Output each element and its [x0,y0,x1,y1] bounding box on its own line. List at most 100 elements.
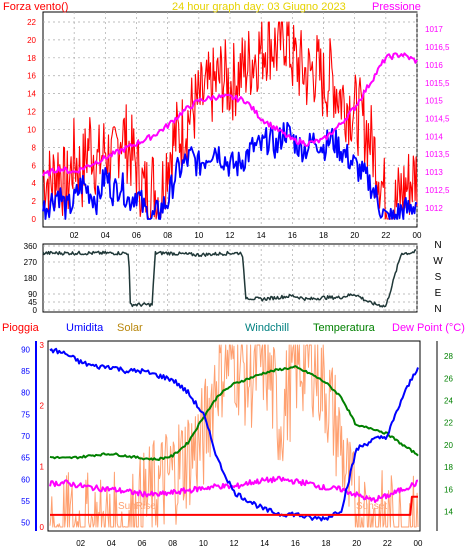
legend-label: Windchill [245,322,289,334]
temperature-tick-label: 22 [444,419,453,428]
rain-line [50,495,418,516]
wind-direction-tick-label: 270 [24,258,38,267]
rain-tick-label: 1 [40,462,45,471]
x-tick-label: 18 [319,231,328,240]
x-tick-label: 12 [230,539,239,548]
wind-speed-tick-label: 10 [27,125,36,134]
humidity-tick-label: 90 [21,345,30,354]
humidity-tick-label: 55 [21,497,30,506]
humidity-line [49,347,419,522]
pressure-tick-label: 1015 [425,97,443,106]
sunset-annotation: Sunset [356,501,387,512]
x-tick-label: 00 [413,231,422,240]
temperature-tick-label: 16 [444,485,453,494]
wind-direction-line [42,249,417,308]
wind-speed-tick-label: 20 [27,36,36,45]
solar-radiation-line [49,344,419,528]
legend-label: Dew Point (°C) [392,322,465,334]
wind-gust-line [42,21,418,220]
compass-direction-label: W [433,256,443,267]
x-tick-label: 20 [352,539,361,548]
pressure-axis-label: Pressione [372,1,421,13]
x-tick-label: 16 [288,231,297,240]
pressure-line [42,52,418,177]
wind-speed-tick-label: 18 [27,54,36,63]
humidity-tick-label: 85 [21,367,30,376]
x-tick-label: 06 [132,231,141,240]
x-tick-label: 14 [260,539,269,548]
pressure-tick-label: 1012,5 [425,186,450,195]
pressure-tick-label: 1016 [425,61,443,70]
wind-speed-tick-label: 2 [32,197,37,206]
humidity-tick-label: 50 [21,519,30,528]
x-tick-label: 08 [168,539,177,548]
x-tick-label: 22 [381,231,390,240]
temperature-tick-label: 26 [444,374,453,383]
wind-speed-tick-label: 0 [32,215,37,224]
x-tick-label: 12 [226,231,235,240]
pressure-tick-label: 1016,5 [425,43,450,52]
temperature-tick-label: 18 [444,463,453,472]
legend-label: Pioggia [2,322,40,334]
wind-speed-tick-label: 12 [27,108,36,117]
x-tick-label: 14 [257,231,266,240]
wind-direction-tick-label: 180 [24,274,38,283]
x-tick-label: 02 [76,539,85,548]
compass-direction-label: E [435,288,442,299]
wind-average-line [42,121,418,220]
wind-speed-tick-label: 22 [27,18,36,27]
temperature-tick-label: 20 [444,441,453,450]
pressure-tick-label: 1013 [425,168,443,177]
wind-direction-tick-label: 360 [24,242,38,251]
x-tick-label: 04 [107,539,116,548]
x-tick-label: 18 [322,539,331,548]
legend-label: Temperatura [313,322,376,334]
wind-speed-tick-label: 16 [27,72,36,81]
humidity-tick-label: 75 [21,410,30,419]
pressure-tick-label: 1014 [425,132,443,141]
pressure-tick-label: 1015,5 [425,79,450,88]
pressure-tick-label: 1014,5 [425,115,450,124]
wind-speed-tick-label: 6 [32,161,37,170]
temperature-tick-label: 14 [444,507,453,516]
wind-speed-tick-label: 4 [32,179,37,188]
compass-direction-label: N [434,304,441,315]
legend-label: Umidita [66,322,104,334]
rain-tick-label: 0 [40,523,45,532]
x-tick-label: 10 [194,231,203,240]
pressure-tick-label: 1012 [425,204,443,213]
legend-label: Solar [117,322,143,334]
x-tick-label: 22 [383,539,392,548]
x-tick-label: 16 [291,539,300,548]
x-tick-label: 02 [70,231,79,240]
x-tick-label: 08 [163,231,172,240]
rain-tick-label: 2 [40,402,45,411]
sunrise-annotation: SunRise [118,501,156,512]
wind-speed-tick-label: 8 [32,143,37,152]
dew-point-line [49,475,419,503]
compass-direction-label: N [434,240,441,251]
temperature-tick-label: 28 [444,352,453,361]
wind-direction-tick-label: 0 [33,306,38,315]
x-tick-label: 20 [350,231,359,240]
x-tick-label: 00 [414,539,423,548]
chart-title: 24 hour graph day: 03 Giugno 2023 [172,1,346,13]
x-tick-label: 06 [138,539,147,548]
humidity-tick-label: 65 [21,454,30,463]
temperature-tick-label: 24 [444,396,453,405]
pressure-tick-label: 1013,5 [425,150,450,159]
x-tick-label: 04 [101,231,110,240]
humidity-tick-label: 60 [21,475,30,484]
temperature-line [49,365,419,461]
wind-speed-axis-label: Forza vento() [3,1,68,13]
wind-direction-tick-label: 90 [28,290,37,299]
x-tick-label: 10 [199,539,208,548]
rain-tick-label: 3 [40,341,45,350]
pressure-tick-label: 1017 [425,25,443,34]
wind-direction-tick-label: 45 [28,298,37,307]
compass-direction-label: S [435,272,442,283]
humidity-tick-label: 70 [21,432,30,441]
humidity-tick-label: 80 [21,389,30,398]
